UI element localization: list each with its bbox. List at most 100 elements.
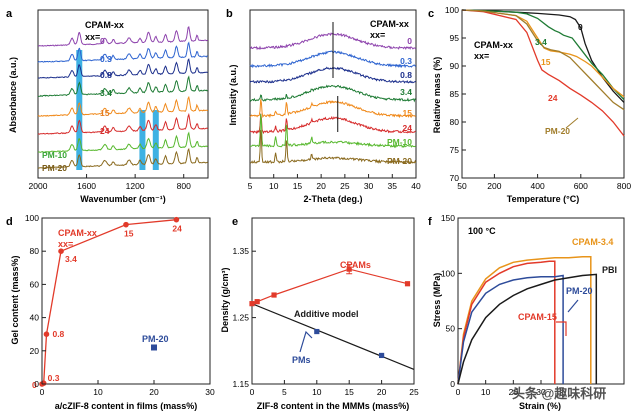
panel-a-xtick-label: 1200 — [126, 181, 145, 191]
panel-a-series-label-PM-20: PM-20 — [42, 163, 67, 173]
panel-d-point-label: 0 — [32, 380, 37, 390]
panel-e-xtick-label: 15 — [344, 387, 354, 397]
panel-e-pms-arrow — [299, 330, 313, 353]
panel-b-title: CPAM-xx — [370, 19, 409, 29]
panel-a-xtick-label: 1600 — [77, 181, 96, 191]
panel-c-curve-24 — [461, 9, 625, 137]
panel-d-ytick-label: 0 — [34, 379, 39, 389]
panel-a-highlight-band — [76, 50, 83, 170]
panel-a-series-label-0: 0 — [100, 36, 105, 46]
panel-a-curve-0.8 — [37, 58, 208, 79]
panel-b-curve-24 — [249, 113, 416, 135]
panel-b-curve-PM-20 — [249, 130, 417, 164]
panel-b-series-label-3.4: 3.4 — [400, 87, 412, 97]
panel-c-tga: c CPAM-xx xx= 0 3.4 15 24 PM-20 50 200 400 600 8… — [428, 5, 631, 204]
panel-e-xtick-label: 0 — [250, 387, 255, 397]
panel-a-series-label-0.3: 0.3 — [100, 54, 112, 64]
panel-d-ytick-label: 20 — [30, 346, 40, 356]
panel-c-ytick-label: 90 — [450, 61, 460, 71]
panel-f-ytick-label: 150 — [441, 213, 455, 223]
panel-a-curve-0 — [38, 25, 208, 47]
panel-b-xtick-label: 10 — [269, 181, 279, 191]
panel-e-error-bar — [346, 263, 353, 275]
panel-c-ylabel: Relative mass (%) — [432, 57, 442, 134]
panel-d-frame — [41, 217, 211, 385]
panel-d-pm20-label: PM-20 — [142, 334, 169, 344]
panel-f-title: 100 °C — [468, 226, 496, 236]
panel-d-legend-title: xx= — [58, 239, 73, 249]
panel-d-point-label: 15 — [124, 229, 134, 239]
panel-f-ytick-label: 100 — [441, 268, 455, 278]
panel-a-series-label-15: 15 — [100, 108, 110, 118]
panel-d-point-label: 24 — [172, 224, 182, 234]
watermark: 头条 @趣味科研 — [512, 386, 606, 401]
panel-d-ytick-label: 40 — [30, 313, 40, 323]
panel-a-curve-3.4 — [37, 75, 208, 97]
panel-e-xtick-label: 10 — [312, 387, 322, 397]
panel-b-series-label-24: 24 — [403, 123, 413, 133]
panel-f-curve-CPAM-15 — [457, 260, 556, 385]
panel-c-curve-3.4 — [461, 9, 625, 101]
panel-d-xtick-label: 10 — [93, 387, 103, 397]
panel-d-xlabel: a/cZIF-8 content in films (mass%) — [55, 401, 198, 411]
panel-d-ytick-label: 80 — [30, 246, 40, 256]
panel-f-letter: f — [428, 216, 432, 228]
panel-b-xtick-label: 20 — [316, 181, 326, 191]
panel-b-series-label-0: 0 — [407, 36, 412, 46]
panel-f-xtick-label: 0 — [456, 387, 461, 397]
panel-a-title: CPAM-xx — [85, 20, 124, 30]
panel-f-xtick-label: 30 — [536, 387, 546, 397]
panel-a-letter: a — [6, 8, 13, 20]
panel-a-curve-PM-10 — [37, 131, 209, 153]
panel-c-xtick-label: 600 — [574, 181, 588, 191]
panel-e-pms-point — [379, 352, 385, 359]
panel-e-cpams-line — [251, 268, 408, 305]
panel-e-letter: e — [232, 216, 238, 228]
panel-c-curve-PM-20 — [461, 9, 625, 111]
panel-b-series-label-PM-20: PM-20 — [387, 156, 412, 166]
panel-a-highlight-band — [152, 110, 159, 170]
panel-a-legend-title: xx= — [85, 32, 100, 42]
panel-b-xtick-label: 40 — [411, 181, 421, 191]
panel-a-frame — [37, 9, 209, 179]
panel-d-pm20-point — [151, 344, 157, 351]
panel-e-frame — [251, 217, 415, 385]
panel-e-pms-point — [314, 328, 320, 335]
panel-e-xtick-label: 25 — [409, 387, 419, 397]
panel-e-cpams-point — [254, 299, 260, 305]
panel-c-ytick-label: 95 — [450, 33, 460, 43]
panel-c-legend-title: xx= — [474, 51, 489, 61]
panel-d-ytick-label: 100 — [25, 213, 39, 223]
panel-a-xlabel: Wavenumber (cm⁻¹) — [80, 194, 165, 204]
panel-e-ytick-label: 1.35 — [232, 246, 249, 256]
panel-d-point — [43, 331, 50, 338]
panel-b-xtick-label: 25 — [340, 181, 350, 191]
panel-b-series-label-15: 15 — [403, 108, 413, 118]
panel-a-series-label-24: 24 — [100, 126, 110, 136]
panel-a-ylabel: Absorbance (a.u.) — [8, 57, 18, 133]
panel-e-xtick-label: 5 — [282, 387, 287, 397]
panel-f-cpam34-label: CPAM-3.4 — [572, 237, 613, 247]
panel-a-curve-PM-20 — [38, 147, 209, 169]
panel-e-ytick-label: 1.15 — [232, 379, 249, 389]
panel-b-xtick-label: 30 — [364, 181, 374, 191]
panel-c-series-label-3.4: 3.4 — [535, 37, 547, 47]
panel-e-cpams-label: CPAMs — [340, 260, 371, 270]
panel-f-pbi-label: PBI — [602, 265, 617, 275]
panel-b-series-label-0.8: 0.8 — [400, 70, 412, 80]
panel-f-ytick-label: 0 — [450, 379, 455, 389]
panel-e-additive-line — [251, 303, 415, 370]
panel-b-frame — [249, 9, 417, 179]
panel-b-ylabel: Intensity (a.u.) — [228, 64, 238, 125]
panel-c-series-label-15: 15 — [541, 57, 551, 67]
panel-a-series-label-PM-10: PM-10 — [42, 150, 67, 160]
panel-a-series-label-3.4: 3.4 — [100, 88, 112, 98]
panel-c-ytick-label: 70 — [450, 173, 460, 183]
panel-d-point-label: 3.4 — [65, 254, 77, 264]
panel-c-xlabel: Temperature (°C) — [507, 194, 579, 204]
panel-e-xtick-label: 20 — [377, 387, 387, 397]
panel-d-gel: d 00.30.83.415 24 CPAM-xx xx= PM-20 0 10 20… — [6, 213, 215, 411]
panel-b-xtick-label: 15 — [293, 181, 303, 191]
panel-a-curve-15 — [37, 95, 209, 117]
panel-d-point — [58, 248, 64, 254]
